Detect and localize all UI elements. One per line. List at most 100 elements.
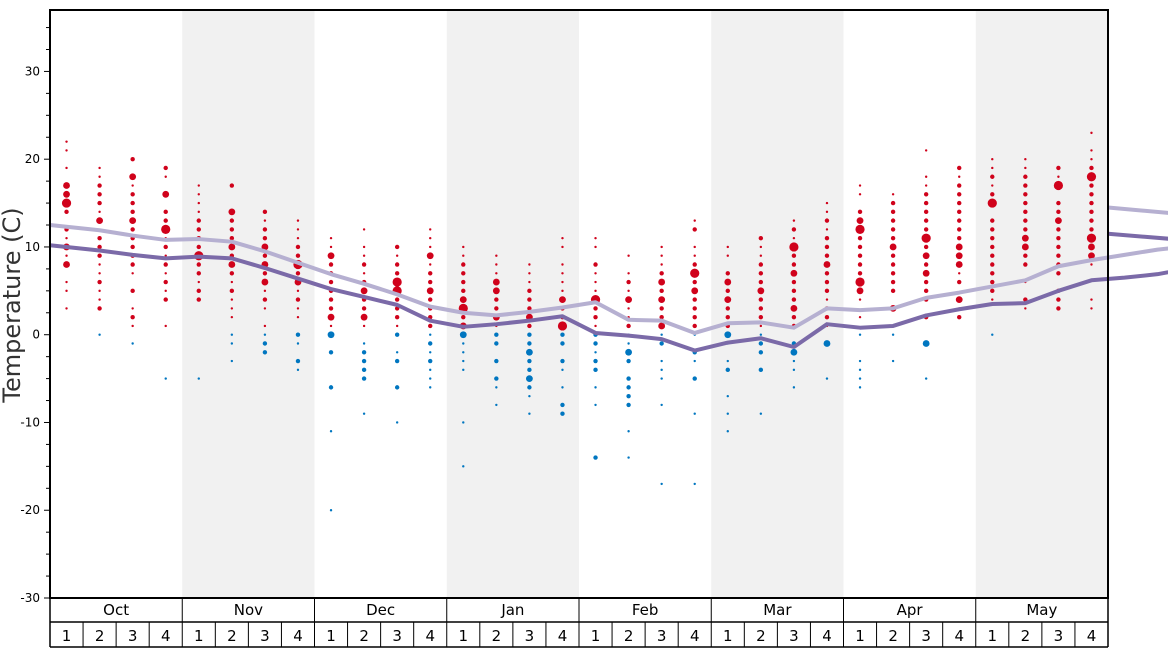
warm-temperature-dot xyxy=(196,288,201,294)
warm-temperature-dot xyxy=(1089,165,1094,171)
warm-temperature-dot xyxy=(163,209,168,215)
warm-temperature-dot xyxy=(328,262,334,267)
warm-temperature-dot xyxy=(990,288,995,294)
warm-temperature-dot xyxy=(857,235,863,241)
week-label: 4 xyxy=(293,627,303,645)
warm-temperature-dot xyxy=(658,296,666,304)
cold-temperature-dot xyxy=(659,341,664,346)
warm-temperature-dot xyxy=(528,280,531,284)
warm-temperature-dot xyxy=(923,288,929,294)
warm-temperature-dot xyxy=(691,287,699,295)
warm-temperature-dot xyxy=(758,279,764,285)
cold-temperature-dot xyxy=(693,412,696,415)
week-label: 4 xyxy=(161,627,171,645)
warm-temperature-dot xyxy=(130,227,135,232)
week-label: 1 xyxy=(591,627,601,645)
warm-temperature-dot xyxy=(659,306,664,311)
warm-temperature-dot xyxy=(955,261,963,268)
month-label-jan: Jan xyxy=(500,601,524,619)
warm-temperature-dot xyxy=(97,279,102,285)
warm-temperature-dot xyxy=(129,217,137,225)
warm-temperature-dot xyxy=(1090,263,1093,266)
warm-temperature-dot xyxy=(990,271,995,276)
warm-temperature-dot xyxy=(428,323,433,329)
warm-temperature-dot xyxy=(955,243,963,251)
warm-temperature-dot xyxy=(98,272,101,275)
cold-temperature-dot xyxy=(429,386,432,389)
cold-temperature-dot xyxy=(593,455,598,460)
warm-temperature-dot xyxy=(1088,243,1095,251)
cold-temperature-dot xyxy=(527,332,532,337)
cold-temperature-dot xyxy=(560,411,565,416)
warm-temperature-dot xyxy=(923,200,929,206)
warm-temperature-dot xyxy=(857,209,863,215)
cold-temperature-dot xyxy=(526,375,533,382)
cold-temperature-dot xyxy=(693,359,696,363)
week-label: 2 xyxy=(1021,627,1031,645)
warm-temperature-dot xyxy=(65,280,68,284)
warm-temperature-dot xyxy=(229,218,235,223)
warm-temperature-dot xyxy=(361,306,367,311)
warm-temperature-dot xyxy=(990,279,995,285)
warm-temperature-dot xyxy=(857,244,863,250)
week-label: 2 xyxy=(756,627,766,645)
warm-temperature-dot xyxy=(890,209,896,215)
warm-temperature-dot xyxy=(1023,218,1028,223)
week-label: 1 xyxy=(459,627,469,645)
warm-temperature-dot xyxy=(1024,157,1027,161)
warm-temperature-dot xyxy=(97,200,102,206)
warm-temperature-dot xyxy=(229,235,235,241)
warm-temperature-dot xyxy=(426,252,434,260)
warm-temperature-dot xyxy=(329,245,333,249)
warm-temperature-dot xyxy=(229,227,235,232)
warm-temperature-dot xyxy=(429,263,432,266)
warm-temperature-dot xyxy=(891,193,895,196)
warm-temperature-dot xyxy=(1090,298,1093,301)
warm-temperature-dot xyxy=(1089,192,1094,197)
cold-temperature-dot xyxy=(361,350,367,355)
warm-temperature-dot xyxy=(791,288,797,294)
warm-temperature-dot xyxy=(164,289,167,293)
warm-temperature-dot xyxy=(692,262,697,267)
warm-temperature-dot xyxy=(527,297,532,302)
warm-temperature-dot xyxy=(1023,227,1028,232)
warm-temperature-dot xyxy=(626,323,631,329)
warm-temperature-dot xyxy=(527,323,532,329)
warm-temperature-dot xyxy=(923,227,929,232)
warm-temperature-dot xyxy=(990,244,995,250)
warm-temperature-dot xyxy=(65,149,68,152)
warm-temperature-dot xyxy=(228,208,236,216)
cold-temperature-dot xyxy=(560,332,565,337)
cold-temperature-dot xyxy=(858,359,862,363)
warm-temperature-dot xyxy=(889,243,897,251)
warm-temperature-dot xyxy=(360,313,368,321)
warm-temperature-dot xyxy=(693,254,696,257)
month-bands xyxy=(182,10,1108,598)
cold-temperature-dot xyxy=(660,377,663,380)
warm-temperature-dot xyxy=(625,296,632,304)
warm-temperature-dot xyxy=(196,271,201,276)
warm-temperature-dot xyxy=(957,227,962,232)
upper-series-line xyxy=(49,205,1168,335)
warm-temperature-dot xyxy=(130,262,135,267)
warm-temperature-dot xyxy=(890,262,896,267)
cold-temperature-dot xyxy=(792,386,796,389)
week-label: 3 xyxy=(789,627,799,645)
warm-temperature-dot xyxy=(957,200,962,206)
warm-temperature-dot xyxy=(229,183,235,188)
cold-temperature-dot xyxy=(462,368,465,372)
week-label: 2 xyxy=(359,627,369,645)
cold-temperature-dot xyxy=(561,368,564,372)
warm-temperature-dot xyxy=(823,261,831,268)
warm-temperature-dot xyxy=(1056,235,1061,241)
warm-temperature-dot xyxy=(461,288,466,294)
week-label: 3 xyxy=(392,627,402,645)
cold-temperature-dot xyxy=(263,333,267,336)
warm-temperature-dot xyxy=(161,224,171,235)
warm-temperature-dot xyxy=(725,314,730,320)
warm-temperature-dot xyxy=(262,235,268,241)
week-label: 4 xyxy=(954,627,964,645)
month-label-oct: Oct xyxy=(103,601,129,619)
warm-temperature-dot xyxy=(824,218,830,223)
cold-temperature-dot xyxy=(361,367,367,373)
